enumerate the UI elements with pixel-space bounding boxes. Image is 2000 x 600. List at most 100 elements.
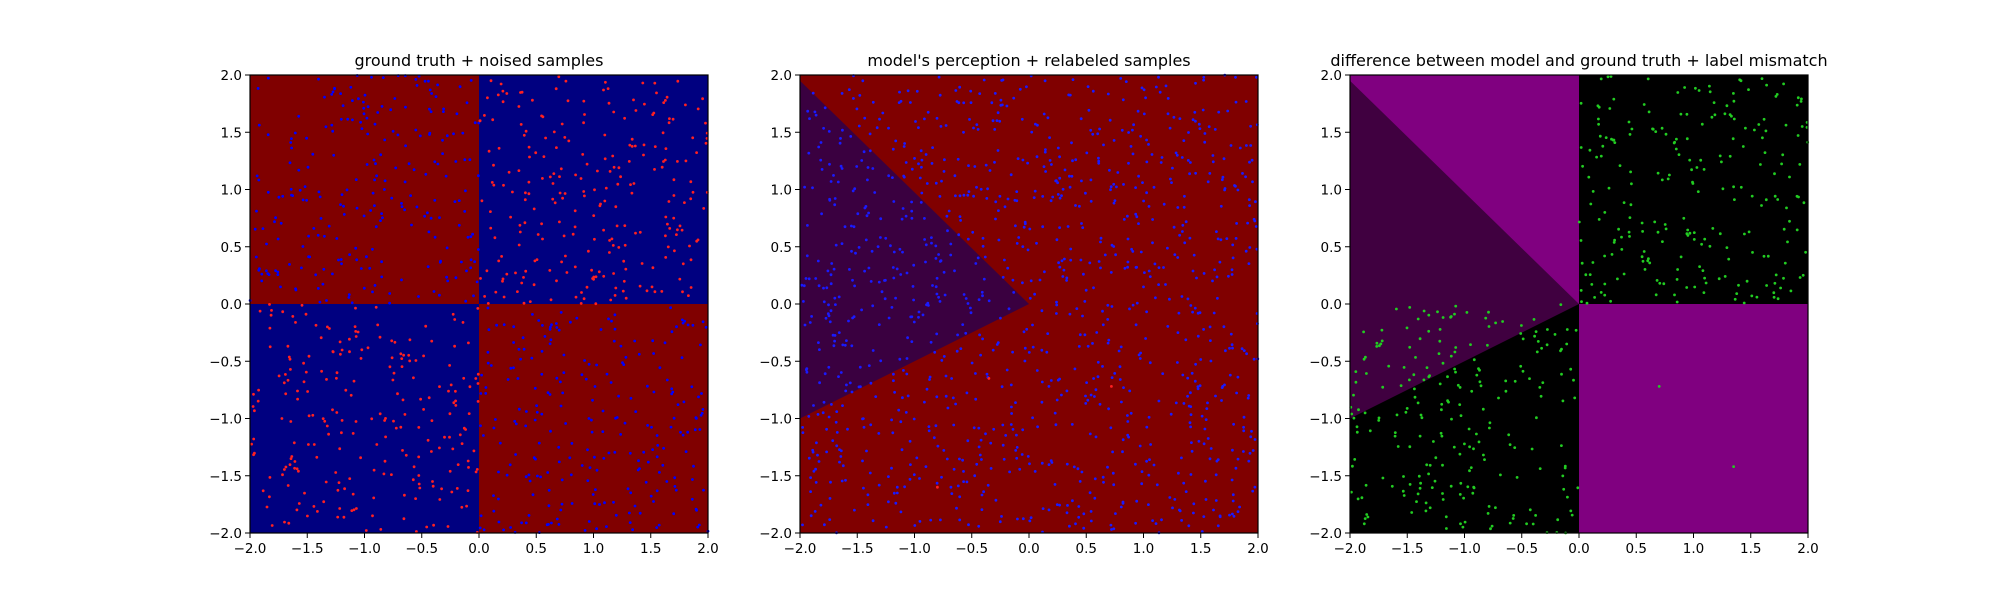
scatter-point [1735, 292, 1739, 295]
scatter-point [1091, 342, 1094, 345]
scatter-point [630, 137, 634, 141]
scatter-point [844, 389, 848, 393]
scatter-point [1404, 410, 1408, 414]
scatter-point [333, 87, 336, 91]
scatter-point [1603, 293, 1607, 297]
y-tick-label: −2.0 [1309, 526, 1342, 542]
scatter-point [841, 464, 845, 468]
scatter-point [291, 194, 294, 198]
scatter-point [303, 491, 306, 495]
scatter-point [811, 186, 814, 190]
scatter-point [1640, 255, 1644, 259]
scatter-point [910, 216, 914, 220]
scatter-point [1197, 439, 1201, 443]
x-tick-label: 1.0 [1133, 541, 1154, 557]
scatter-point [1468, 445, 1471, 449]
scatter-point [863, 206, 867, 210]
scatter-point [302, 380, 306, 384]
scatter-point [1171, 506, 1174, 510]
scatter-point [860, 159, 864, 162]
scatter-point [1035, 155, 1039, 159]
scatter-point [301, 245, 305, 248]
scatter-point [1629, 170, 1632, 174]
scatter-point [803, 323, 807, 327]
scatter-point [676, 403, 680, 406]
scatter-point [1459, 481, 1463, 485]
scatter-point [374, 162, 377, 166]
scatter-point [1362, 522, 1366, 526]
scatter-point [297, 168, 301, 172]
scatter-point [1250, 158, 1254, 162]
scatter-point [1131, 152, 1135, 156]
scatter-point [1450, 417, 1453, 421]
scatter-point [279, 285, 282, 289]
scatter-point [293, 460, 297, 463]
scatter-point [1515, 476, 1519, 479]
scatter-point [655, 91, 658, 95]
scatter-point [655, 489, 659, 493]
scatter-point [826, 269, 830, 273]
scatter-point [448, 435, 451, 439]
scatter-point [287, 521, 291, 525]
scatter-point [1764, 198, 1768, 202]
scatter-point [1160, 518, 1163, 522]
scatter-point [331, 272, 334, 276]
scatter-point [528, 479, 532, 483]
scatter-point [825, 286, 829, 290]
scatter-point [599, 202, 602, 206]
scatter-point [565, 271, 569, 274]
scatter-point [1479, 384, 1483, 388]
scatter-point [569, 320, 572, 324]
scatter-point [835, 431, 839, 434]
scatter-point [595, 363, 598, 367]
scatter-point [1117, 349, 1121, 353]
scatter-point [1191, 310, 1194, 314]
scatter-point [392, 419, 395, 423]
scatter-point [1468, 469, 1471, 473]
scatter-point [1733, 297, 1737, 301]
scatter-point [1142, 88, 1146, 92]
scatter-point [436, 83, 439, 87]
scatter-point [1145, 459, 1148, 463]
scatter-point [1058, 265, 1062, 269]
scatter-point [289, 141, 293, 144]
scatter-point [1395, 413, 1399, 417]
scatter-point [363, 93, 367, 97]
scatter-point [266, 190, 270, 194]
scatter-point [1108, 168, 1111, 172]
scatter-point [1242, 425, 1245, 429]
scatter-point [594, 275, 598, 279]
scatter-point [852, 97, 855, 100]
scatter-point [996, 111, 1000, 115]
scatter-point [831, 333, 835, 337]
scatter-point [1710, 115, 1714, 119]
scatter-point [856, 212, 860, 216]
scatter-point [1134, 462, 1137, 466]
scatter-point [1202, 442, 1206, 446]
scatter-point [1676, 268, 1679, 271]
scatter-point [1065, 389, 1069, 393]
scatter-point [445, 275, 448, 279]
scatter-point [880, 290, 884, 294]
scatter-point [497, 146, 501, 150]
scatter-point [1244, 249, 1248, 253]
scatter-point [1029, 279, 1033, 283]
scatter-point [360, 127, 364, 130]
scatter-point [1198, 311, 1202, 315]
scatter-point [536, 474, 539, 478]
scatter-point [649, 494, 653, 498]
axes: −2.0 −1.5 −1.0 −0.5 0.0 0.5 1.0 1.5 2.0−2.0−1.5−… [209, 68, 719, 557]
scatter-point [940, 179, 943, 183]
scatter-point [1585, 301, 1589, 305]
scatter-point [374, 225, 378, 229]
scatter-point [1250, 429, 1253, 433]
scatter-point [629, 491, 633, 495]
scatter-point [894, 139, 898, 143]
scatter-point [507, 170, 511, 174]
scatter-point [296, 389, 299, 393]
scatter-point [881, 111, 885, 115]
scatter-point [601, 409, 605, 413]
scatter-point [1588, 148, 1592, 152]
scatter-point [1134, 521, 1137, 525]
scatter-point [1166, 97, 1170, 100]
